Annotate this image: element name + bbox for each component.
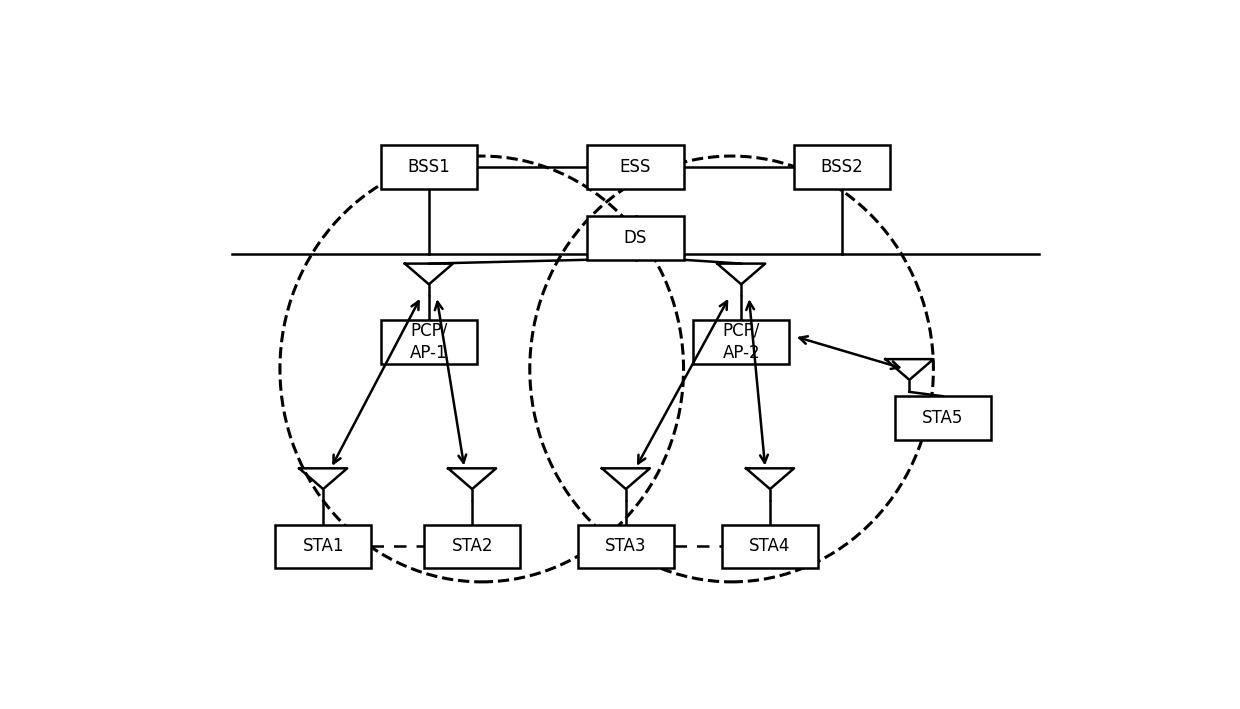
- FancyBboxPatch shape: [381, 145, 477, 189]
- FancyBboxPatch shape: [588, 145, 683, 189]
- FancyBboxPatch shape: [693, 320, 789, 364]
- Text: PCP/
AP-2: PCP/ AP-2: [723, 322, 760, 362]
- FancyBboxPatch shape: [275, 525, 371, 568]
- Text: ESS: ESS: [620, 158, 651, 176]
- Text: STA1: STA1: [303, 537, 343, 555]
- FancyBboxPatch shape: [588, 216, 683, 259]
- FancyBboxPatch shape: [794, 145, 890, 189]
- FancyBboxPatch shape: [722, 525, 818, 568]
- FancyBboxPatch shape: [381, 320, 477, 364]
- FancyBboxPatch shape: [424, 525, 521, 568]
- FancyBboxPatch shape: [578, 525, 675, 568]
- Text: DS: DS: [624, 229, 647, 247]
- Text: BSS2: BSS2: [821, 158, 863, 176]
- FancyBboxPatch shape: [895, 396, 991, 440]
- Text: STA3: STA3: [605, 537, 646, 555]
- Text: STA2: STA2: [451, 537, 492, 555]
- Text: STA4: STA4: [749, 537, 791, 555]
- Text: STA5: STA5: [923, 409, 963, 427]
- Text: BSS1: BSS1: [408, 158, 450, 176]
- Text: PCP/
AP-1: PCP/ AP-1: [410, 322, 448, 362]
